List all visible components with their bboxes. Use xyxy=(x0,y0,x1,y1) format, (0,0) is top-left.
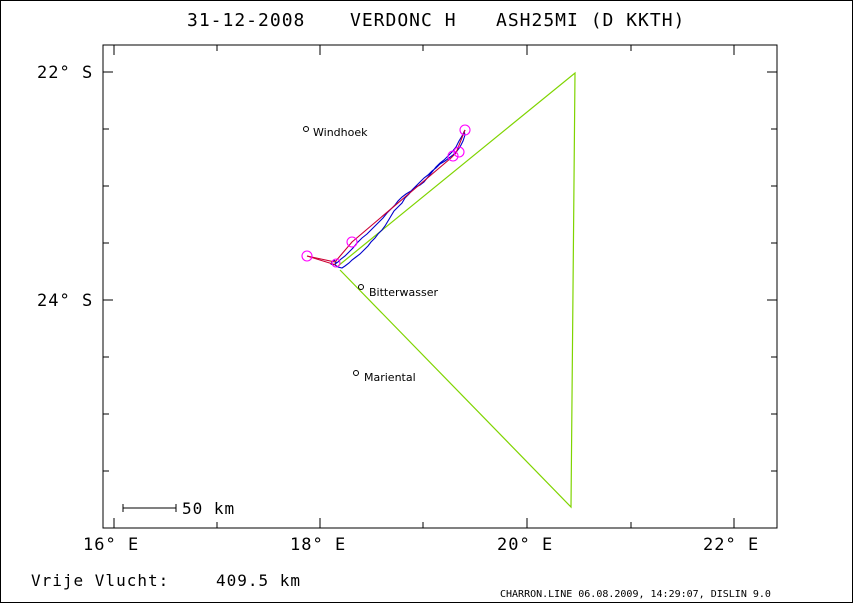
plot-area xyxy=(102,44,778,529)
turnpoint-marker xyxy=(459,124,471,136)
y-tick-label: 24° S xyxy=(37,291,93,311)
x-tick-label: 22° E xyxy=(703,535,759,555)
place-label: Bitterwasser xyxy=(369,286,438,299)
turnpoint-marker xyxy=(331,258,341,268)
x-tick-label: 20° E xyxy=(497,535,553,555)
task-route xyxy=(337,71,576,509)
credit-line: CHARRON.LINE 06.08.2009, 14:29:07, DISLI… xyxy=(500,589,771,600)
optimized-route xyxy=(306,129,466,263)
turnpoint-marker xyxy=(301,250,313,262)
place-label: Windhoek xyxy=(313,126,368,139)
flight-date: 31-12-2008 xyxy=(187,10,305,31)
turnpoint-marker xyxy=(453,146,465,158)
x-tick-label: 18° E xyxy=(290,535,346,555)
place-marker xyxy=(353,370,359,376)
x-axis-ticks xyxy=(113,45,735,528)
place-marker xyxy=(358,284,364,290)
scale-bar xyxy=(122,504,177,512)
y-axis-ticks xyxy=(103,71,777,472)
pilot-name: VERDONC H xyxy=(350,10,457,31)
turnpoint-marker xyxy=(346,236,358,248)
y-tick-label: 22° S xyxy=(37,63,93,83)
place-label: Mariental xyxy=(364,371,416,384)
place-marker xyxy=(303,126,309,132)
glider-name: ASH25MI (D KKTH) xyxy=(496,10,685,31)
turnpoint-marker xyxy=(447,150,459,162)
distance-value: 409.5 km xyxy=(216,571,301,590)
distance-label: Vrije Vlucht: xyxy=(31,571,169,590)
x-tick-label: 16° E xyxy=(83,535,139,555)
scale-label: 50 km xyxy=(182,499,235,518)
